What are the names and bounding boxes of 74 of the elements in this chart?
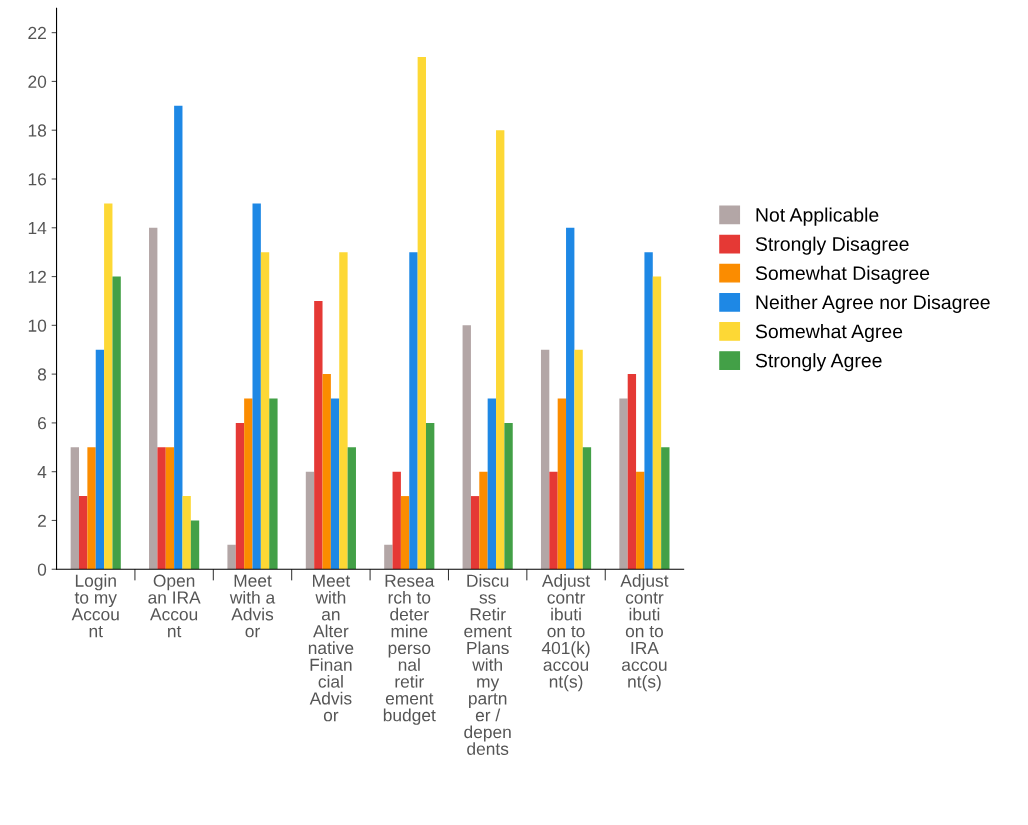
bar xyxy=(417,57,426,570)
y-tick-label: 18 xyxy=(28,124,47,137)
legend-label: Somewhat Agree xyxy=(755,324,903,343)
bar xyxy=(305,471,315,570)
x-tick-label: Adjust contribution to 401(k) account(s) xyxy=(541,574,591,692)
bar xyxy=(347,447,356,570)
bar xyxy=(235,422,245,570)
bar xyxy=(496,130,505,570)
bar xyxy=(582,447,592,570)
bar xyxy=(104,203,113,570)
x-tick-label: Login to my Account xyxy=(71,574,119,638)
bar xyxy=(652,276,662,570)
bar xyxy=(70,447,80,570)
bar xyxy=(314,300,323,570)
y-tick-label: 8 xyxy=(37,368,47,381)
y-tick-label: 0 xyxy=(37,563,47,576)
bar xyxy=(479,471,488,570)
bar xyxy=(244,398,253,570)
bar xyxy=(339,252,348,570)
y-tick-label: 12 xyxy=(28,270,46,283)
bar xyxy=(566,227,575,570)
bar xyxy=(392,471,401,570)
x-tick-label: Meet with a Advisor xyxy=(229,574,276,638)
category-label: Discuss Retirement Plans with my partner / dependents xyxy=(464,574,512,755)
bar xyxy=(636,471,645,570)
bar xyxy=(149,227,158,570)
bar xyxy=(165,447,175,570)
bar xyxy=(95,349,105,570)
bar xyxy=(549,471,558,570)
bar xyxy=(384,544,393,570)
bar xyxy=(540,349,550,570)
bar xyxy=(330,398,340,570)
category-label: Meet with an Alternative Financial Advisor xyxy=(308,574,354,722)
bar xyxy=(470,496,480,570)
legend-label: Somewhat Disagree xyxy=(755,265,930,284)
bar xyxy=(504,422,513,570)
y-tick-label: 4 xyxy=(37,466,47,478)
bar xyxy=(409,252,418,570)
y-tick-label: 16 xyxy=(28,173,47,186)
bar xyxy=(661,447,670,570)
x-tick-label: Open an IRA Account xyxy=(148,574,201,638)
bar xyxy=(425,422,435,570)
bar xyxy=(79,496,88,570)
x-tick-label: Adjust contribution to IRA account(s) xyxy=(620,574,669,692)
bar xyxy=(627,374,637,570)
bar xyxy=(190,520,200,570)
bar xyxy=(462,325,471,570)
bar xyxy=(487,398,497,570)
legend-label: Strongly Agree xyxy=(755,353,882,372)
y-tick-label: 2 xyxy=(38,514,46,527)
bar xyxy=(112,276,121,570)
legend-label: Neither Agree nor Disagree xyxy=(756,294,990,314)
bar xyxy=(400,496,410,570)
bar xyxy=(260,252,270,570)
legend-label: Strongly Disagree xyxy=(755,236,909,255)
y-tick-label: 10 xyxy=(28,319,47,332)
bar xyxy=(182,496,191,570)
legend-label: Not Applicable xyxy=(756,207,879,226)
bar xyxy=(252,203,261,570)
y-tick-label: 20 xyxy=(28,75,47,88)
bar xyxy=(227,544,236,570)
bar xyxy=(174,105,183,570)
y-tick-label: 6 xyxy=(38,417,47,430)
bar xyxy=(574,349,583,570)
bar xyxy=(619,398,628,570)
bar xyxy=(269,398,278,570)
category-label: Research to determine personal retirement budget xyxy=(383,574,436,725)
bar xyxy=(322,374,331,570)
y-tick-label: 22 xyxy=(28,26,46,39)
bar xyxy=(557,398,567,570)
bar xyxy=(644,252,653,570)
y-tick-label: 14 xyxy=(28,222,47,235)
bar xyxy=(157,447,166,570)
bar xyxy=(87,447,96,570)
